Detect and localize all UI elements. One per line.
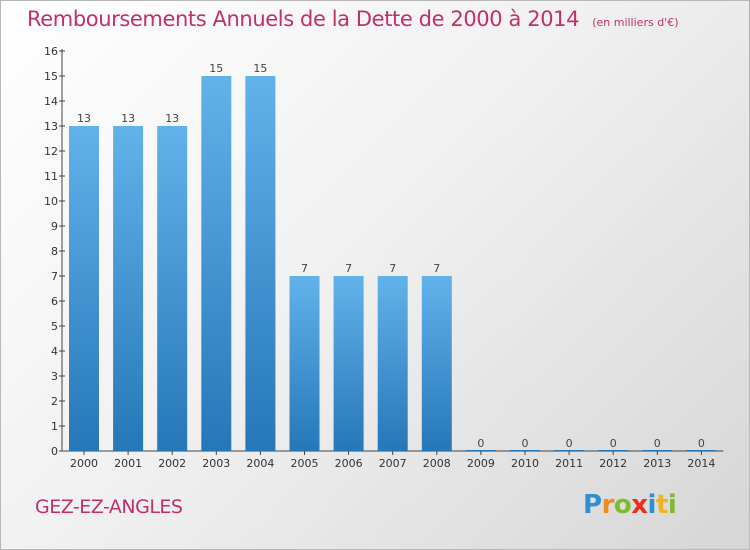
bar-2004 [245,76,276,451]
x-tick-label-2008: 2008 [423,457,451,470]
x-tick-label-2011: 2011 [555,457,583,470]
value-label-2000: 13 [77,112,91,125]
y-tick-label: 14 [44,95,58,108]
bar-2011 [554,450,585,451]
x-tick-label-2006: 2006 [335,457,363,470]
x-tick-label-2000: 2000 [70,457,98,470]
bar-2007 [377,276,408,451]
bar-2008 [421,276,452,451]
value-label-2007: 7 [389,262,396,275]
bar-2010 [510,450,540,451]
value-label-2006: 7 [345,262,352,275]
y-tick-label: 6 [51,295,58,308]
value-label-2014: 0 [698,437,705,450]
x-tick-label-2014: 2014 [687,457,715,470]
y-tick-label: 10 [44,195,58,208]
logo-letter: i [667,490,677,520]
value-label-2009: 0 [477,437,484,450]
bar-2002 [157,126,188,451]
value-label-2012: 0 [610,437,617,450]
logo-letter: x [631,490,648,520]
y-tick-label: 4 [51,345,58,358]
bar-2005 [289,276,320,451]
bar-2013 [642,450,673,451]
value-label-2004: 15 [253,62,267,75]
value-label-2005: 7 [301,262,308,275]
logo-letter: r [601,490,615,520]
bar-2009 [465,450,496,451]
value-label-2011: 0 [566,437,573,450]
value-label-2010: 0 [522,437,529,450]
x-tick-label-2013: 2013 [643,457,671,470]
proxiti-logo[interactable]: Proxiti [583,490,677,520]
bar-2000 [69,126,99,451]
x-tick-label-2007: 2007 [379,457,407,470]
y-tick-label: 0 [51,445,58,458]
labels: 0123456789101112131415161320001320011320… [44,45,715,470]
value-label-2008: 7 [433,262,440,275]
y-tick-label: 3 [51,370,58,383]
x-tick-label-2009: 2009 [467,457,495,470]
bar-2014 [686,450,717,451]
value-label-2013: 0 [654,437,661,450]
logo-letter: P [583,490,602,520]
logo-letter: t [655,490,668,520]
y-tick-label: 9 [51,220,58,233]
chart-subtitle: (en milliers d'€) [592,16,679,29]
commune-name: GEZ-EZ-ANGLES [35,496,183,518]
x-tick-label-2012: 2012 [599,457,627,470]
title-row: Remboursements Annuels de la Dette de 20… [27,7,678,31]
y-tick-label: 7 [51,270,58,283]
y-tick-label: 5 [51,320,58,333]
x-tick-label-2003: 2003 [202,457,230,470]
y-tick-label: 1 [51,420,58,433]
bar-2001 [113,126,144,451]
y-tick-label: 13 [44,120,58,133]
x-tick-label-2001: 2001 [114,457,142,470]
value-label-2002: 13 [165,112,179,125]
x-tick-label-2004: 2004 [246,457,274,470]
value-label-2003: 15 [209,62,223,75]
y-tick-label: 8 [51,245,58,258]
bar-2012 [598,450,629,451]
logo-letter: o [613,490,632,520]
bar-2006 [333,276,364,451]
bars [69,76,717,451]
chart-title: Remboursements Annuels de la Dette de 20… [27,7,580,31]
x-tick-label-2005: 2005 [291,457,319,470]
logo-letter: i [647,490,657,520]
x-tick-label-2002: 2002 [158,457,186,470]
y-tick-label: 12 [44,145,58,158]
y-tick-label: 15 [44,70,58,83]
y-tick-label: 11 [44,170,58,183]
bar-2003 [201,76,232,451]
x-tick-label-2010: 2010 [511,457,539,470]
y-tick-label: 16 [44,45,58,58]
y-tick-label: 2 [51,395,58,408]
value-label-2001: 13 [121,112,135,125]
